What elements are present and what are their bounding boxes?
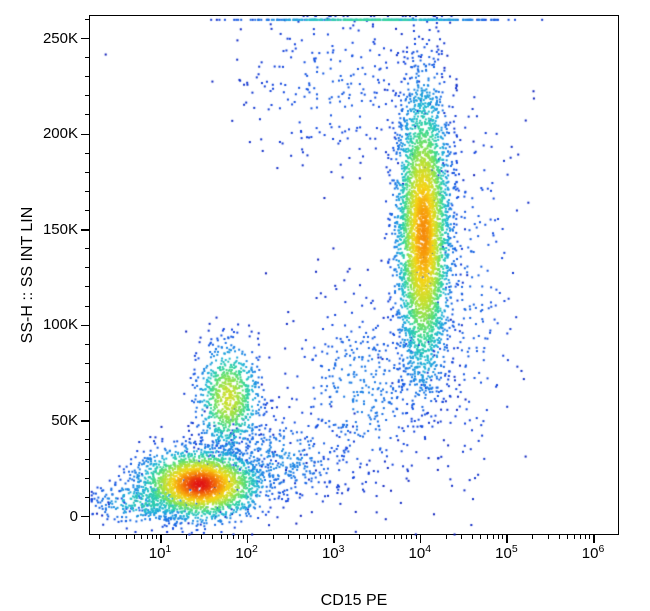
flow-cytometry-figure: SS-H :: SS INT LIN CD15 PE 0 50K 100K 150K 2… (0, 0, 650, 611)
x-tick-minor (446, 535, 447, 539)
plot-area (89, 15, 619, 535)
y-tick-label: 0 (70, 508, 78, 525)
y-tick-minor (85, 363, 89, 364)
y-tick-major (81, 516, 89, 518)
x-tick-label: 102 (235, 545, 258, 562)
y-tick-minor (85, 401, 89, 402)
y-tick-minor (85, 286, 89, 287)
x-tick-minor (574, 535, 575, 539)
x-tick-minor (472, 535, 473, 539)
y-axis-label: SS-H :: SS INT LIN (19, 207, 37, 344)
y-tick-label: 100K (43, 316, 78, 333)
x-tick-minor (299, 535, 300, 539)
x-tick-minor (126, 535, 127, 539)
y-tick-label: 150K (43, 221, 78, 238)
x-tick-minor (221, 535, 222, 539)
y-tick-minor (85, 153, 89, 154)
x-tick-major (420, 535, 422, 543)
y-tick-minor (85, 248, 89, 249)
y-tick-minor (85, 95, 89, 96)
x-tick-minor (359, 535, 360, 539)
x-tick-minor (480, 535, 481, 539)
x-tick-minor (227, 535, 228, 539)
x-tick-minor (233, 535, 234, 539)
x-tick-minor (288, 535, 289, 539)
x-tick-minor (493, 535, 494, 539)
x-tick-minor (238, 535, 239, 539)
y-tick-minor (85, 478, 89, 479)
y-tick-minor (85, 19, 89, 20)
x-tick-major (506, 535, 508, 543)
x-tick-minor (325, 535, 326, 539)
x-tick-minor (314, 535, 315, 539)
x-tick-minor (559, 535, 560, 539)
x-tick-minor (548, 535, 549, 539)
y-tick-major (81, 134, 89, 136)
x-tick-minor (329, 535, 330, 539)
x-tick-minor (416, 535, 417, 539)
x-tick-minor (243, 535, 244, 539)
y-tick-minor (85, 344, 89, 345)
x-tick-minor (201, 535, 202, 539)
y-tick-minor (85, 172, 89, 173)
density-dot-canvas (90, 16, 620, 536)
x-tick-major (160, 535, 162, 543)
y-tick-minor (85, 439, 89, 440)
x-tick-label: 103 (322, 545, 345, 562)
y-tick-major (81, 420, 89, 422)
x-tick-minor (141, 535, 142, 539)
y-tick-minor (85, 497, 89, 498)
y-tick-minor (85, 76, 89, 77)
x-tick-major (593, 535, 595, 543)
x-tick-minor (307, 535, 308, 539)
y-tick-minor (85, 114, 89, 115)
y-tick-major (81, 325, 89, 327)
y-tick-label: 250K (43, 30, 78, 47)
x-tick-minor (156, 535, 157, 539)
x-tick-major (333, 535, 335, 543)
x-tick-minor (585, 535, 586, 539)
x-tick-minor (411, 535, 412, 539)
x-tick-minor (461, 535, 462, 539)
x-tick-minor (502, 535, 503, 539)
x-tick-minor (589, 535, 590, 539)
x-tick-minor (147, 535, 148, 539)
x-tick-minor (580, 535, 581, 539)
x-axis-label: CD15 PE (321, 592, 388, 610)
y-tick-label: 200K (43, 125, 78, 142)
x-tick-minor (115, 535, 116, 539)
y-tick-major (81, 38, 89, 40)
x-tick-minor (375, 535, 376, 539)
x-tick-minor (487, 535, 488, 539)
x-tick-minor (186, 535, 187, 539)
y-tick-major (81, 229, 89, 231)
x-tick-minor (401, 535, 402, 539)
x-tick-minor (212, 535, 213, 539)
x-tick-minor (394, 535, 395, 539)
x-tick-label: 106 (582, 545, 605, 562)
x-tick-label: 104 (409, 545, 432, 562)
x-tick-minor (385, 535, 386, 539)
x-tick-major (247, 535, 249, 543)
y-tick-minor (85, 191, 89, 192)
y-tick-label: 50K (51, 412, 78, 429)
y-tick-minor (85, 382, 89, 383)
x-tick-minor (273, 535, 274, 539)
x-tick-minor (567, 535, 568, 539)
x-tick-minor (152, 535, 153, 539)
x-tick-minor (320, 535, 321, 539)
y-tick-minor (85, 210, 89, 211)
y-tick-minor (85, 306, 89, 307)
x-tick-minor (406, 535, 407, 539)
y-tick-minor (85, 459, 89, 460)
x-tick-minor (498, 535, 499, 539)
y-tick-minor (85, 57, 89, 58)
y-tick-minor (85, 267, 89, 268)
x-tick-label: 101 (149, 545, 172, 562)
x-tick-label: 105 (495, 545, 518, 562)
x-tick-minor (134, 535, 135, 539)
x-tick-minor (99, 535, 100, 539)
x-tick-minor (532, 535, 533, 539)
